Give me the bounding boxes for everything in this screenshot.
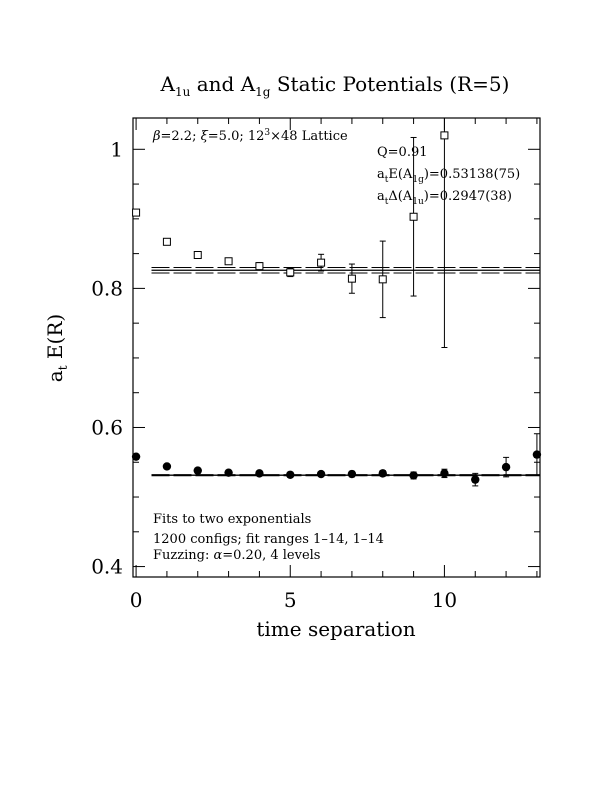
x-axis-label: time separation [256, 617, 415, 641]
fuzzing-note: Fuzzing: α=0.20, 4 levels [153, 548, 320, 563]
data-point-A1u [255, 262, 264, 271]
y-tick-label: 0.8 [91, 276, 123, 300]
x-tick-label: 5 [284, 588, 297, 612]
data-point-A1u [409, 212, 418, 221]
y-tick-label: 1 [110, 137, 123, 161]
data-point-A1g [471, 475, 480, 484]
data-point-A1g [193, 466, 202, 475]
y-tick-label: 0.6 [91, 415, 123, 439]
x-tick-label: 10 [432, 588, 457, 612]
fit-lines [151, 266, 540, 477]
data-point-A1u [347, 274, 356, 283]
delta-a1u-annotation: atΔ(A1u)=0.2947(38) [377, 189, 512, 207]
data-point-A1u [286, 268, 295, 277]
data-point-A1u [378, 275, 387, 284]
data-point-A1g [131, 452, 141, 461]
chart-title: A1u and A1g Static Potentials (R=5) [160, 72, 510, 99]
data-point-A1u [193, 251, 202, 260]
data-point-A1g [409, 471, 418, 480]
axis-tick-labels: 0 5 10 0.4 0.6 0.8 1 [91, 137, 457, 612]
y-tick-label: 0.4 [91, 555, 123, 579]
data-point-A1u [317, 258, 326, 267]
x-tick-label: 0 [130, 588, 143, 612]
data-point-A1u [162, 237, 171, 246]
data-point-A1g [286, 470, 295, 479]
data-point-A1u [440, 131, 449, 140]
data-point-A1g [162, 462, 172, 471]
data-point-A1u [132, 208, 141, 217]
data-point-A1g [440, 469, 449, 478]
configs-note: 1200 configs; fit ranges 1–14, 1–14 [153, 532, 384, 547]
data-point-A1g [255, 469, 264, 478]
data-point-A1g [316, 469, 326, 479]
fits-note: Fits to two exponentials [153, 512, 311, 527]
lattice-annotation: β=2.2; ξ=5.0; 123×48 Lattice [152, 128, 348, 144]
data-point-A1g [347, 469, 357, 479]
data-point-A1g [532, 450, 542, 459]
data-point-A1g [378, 469, 387, 478]
energy-a1g-annotation: atE(A1g)=0.53138(75) [377, 167, 520, 185]
data-point-A1u [224, 257, 233, 266]
plot-frame [132, 117, 541, 578]
y-axis-label: at E(R) [43, 314, 70, 382]
q-annotation: Q=0.91 [377, 145, 428, 160]
data-point-A1g [501, 462, 511, 472]
data-markers [131, 131, 542, 484]
data-point-A1g [224, 468, 233, 477]
axis-ticks [133, 118, 540, 577]
